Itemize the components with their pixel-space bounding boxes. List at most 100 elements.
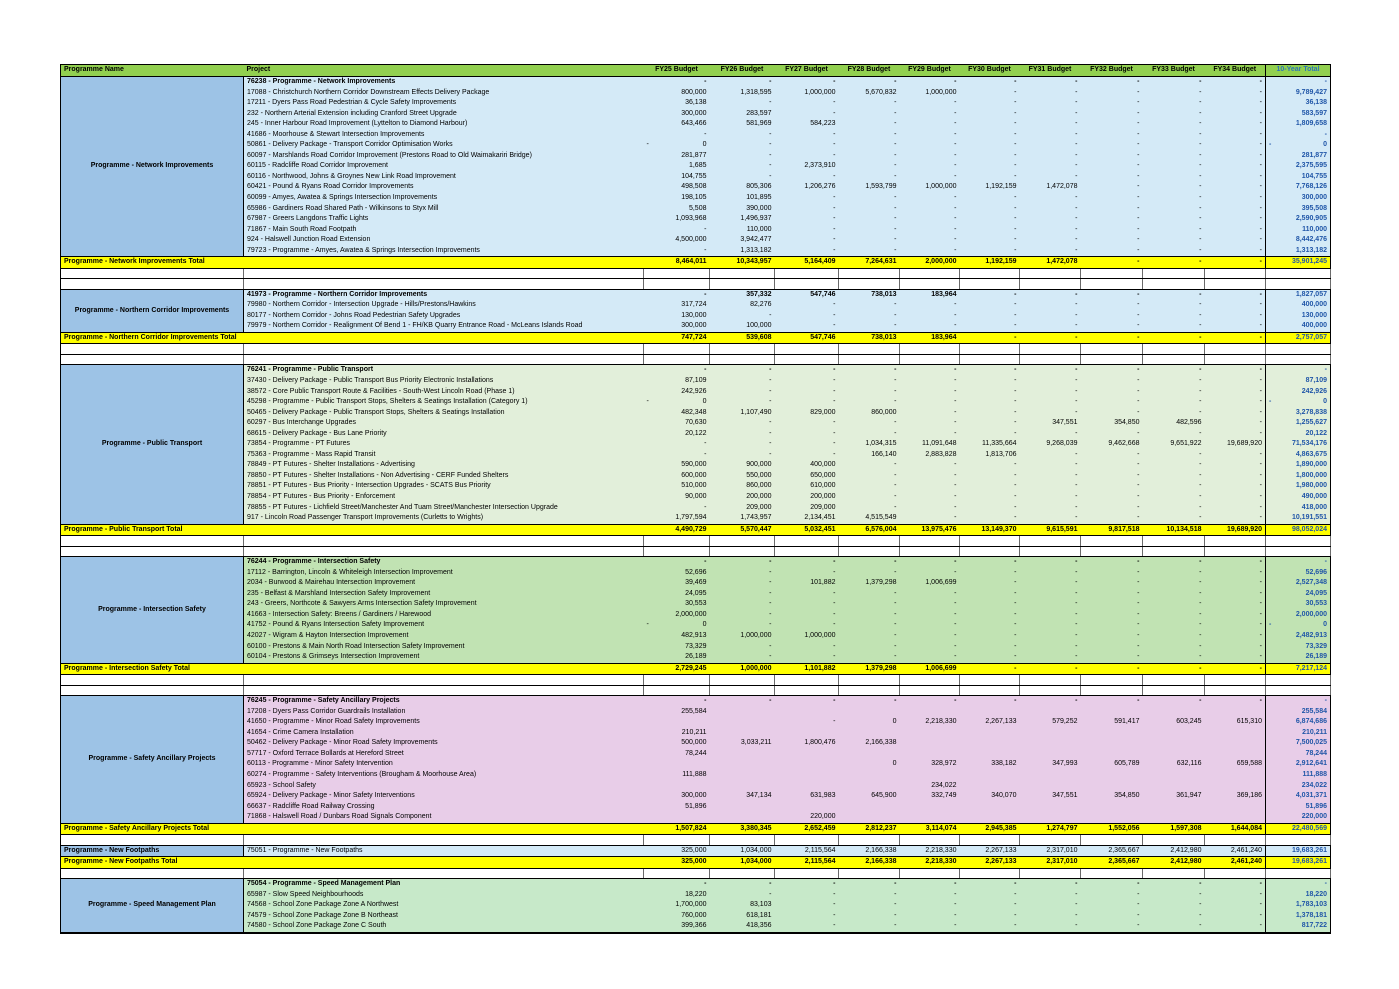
- cell-budget-value[interactable]: -: [1204, 119, 1266, 130]
- cell-budget-value[interactable]: -: [1142, 161, 1205, 172]
- cell-budget-value[interactable]: 2,218,330: [899, 717, 960, 728]
- empty-cell[interactable]: [959, 685, 1020, 697]
- cell-budget-value[interactable]: -: [1142, 641, 1205, 653]
- cell-budget-value[interactable]: 650,000: [774, 470, 839, 482]
- column-header-fy32-budget[interactable]: FY32 Budget: [1080, 64, 1143, 77]
- cell-budget-value[interactable]: -: [1204, 599, 1266, 610]
- column-header-fy31-budget[interactable]: FY31 Budget: [1019, 64, 1081, 77]
- cell-budget-value[interactable]: -: [709, 620, 775, 631]
- empty-cell[interactable]: [1265, 546, 1331, 558]
- cell-budget-value[interactable]: -: [1204, 214, 1266, 225]
- cell-ten-year-total[interactable]: 20,122: [1265, 428, 1331, 440]
- cell-budget-value[interactable]: -: [774, 620, 839, 631]
- cell-budget-value[interactable]: -: [774, 386, 839, 398]
- cell-project[interactable]: 60421 - Pound & Ryans Road Corridor Impr…: [243, 182, 644, 193]
- cell-project[interactable]: 41752 - Pound & Ryans Intersection Safet…: [243, 620, 644, 631]
- cell-budget-value[interactable]: -: [1080, 407, 1143, 419]
- cell-budget-value[interactable]: -: [1142, 192, 1205, 204]
- cell-budget-value[interactable]: 498,508: [643, 182, 710, 193]
- cell-budget-value[interactable]: -: [1019, 119, 1081, 130]
- cell-budget-value[interactable]: -: [1019, 578, 1081, 589]
- cell-budget-value[interactable]: 347,134: [709, 791, 775, 802]
- cell-budget-value[interactable]: 805,306: [709, 182, 775, 193]
- cell-ten-year-total[interactable]: -: [1265, 878, 1331, 890]
- cell-ten-year-total[interactable]: 52,696: [1265, 567, 1331, 579]
- cell-budget-value[interactable]: 1,813,706: [959, 449, 1020, 461]
- cell-budget-value[interactable]: 10,134,518: [1142, 523, 1205, 537]
- cell-budget-value[interactable]: -: [1019, 481, 1081, 492]
- cell-budget-value[interactable]: -: [774, 150, 839, 162]
- cell-budget-value[interactable]: 1,472,078: [1019, 182, 1081, 193]
- cell-project[interactable]: 65987 - Slow Speed Neighbourhoods: [243, 889, 644, 901]
- cell-budget-value[interactable]: -: [1019, 502, 1081, 514]
- cell-budget-value[interactable]: -: [838, 245, 900, 257]
- cell-budget-value[interactable]: 6,576,004: [838, 523, 900, 537]
- empty-cell[interactable]: [1265, 834, 1331, 846]
- cell-budget-value[interactable]: -: [1080, 502, 1143, 514]
- cell-budget-value[interactable]: -: [1142, 662, 1205, 676]
- cell-budget-value[interactable]: 357,332: [709, 289, 775, 301]
- empty-cell[interactable]: [838, 868, 900, 880]
- cell-ten-year-total[interactable]: 1,809,658: [1265, 119, 1331, 130]
- cell-budget-value[interactable]: 584,223: [774, 119, 839, 130]
- cell-ten-year-total[interactable]: 2,000,000: [1265, 609, 1331, 621]
- empty-cell[interactable]: [774, 535, 839, 547]
- empty-cell[interactable]: [643, 674, 710, 686]
- cell-budget-value[interactable]: -: [959, 481, 1020, 492]
- cell-budget-value[interactable]: [899, 727, 960, 739]
- cell-budget-value[interactable]: [1080, 727, 1143, 739]
- cell-ten-year-total[interactable]: -: [1265, 76, 1331, 88]
- cell-budget-value[interactable]: -: [959, 567, 1020, 579]
- cell-budget-value[interactable]: 5,570,447: [709, 523, 775, 537]
- empty-cell[interactable]: [243, 546, 644, 558]
- cell-budget-value[interactable]: -: [1142, 235, 1205, 246]
- cell-budget-value[interactable]: -: [1204, 289, 1266, 301]
- cell-budget-value[interactable]: -: [709, 428, 775, 440]
- cell-budget-value[interactable]: -: [1080, 630, 1143, 642]
- cell-budget-value[interactable]: [1080, 706, 1143, 718]
- empty-cell[interactable]: [1019, 278, 1081, 290]
- cell-budget-value[interactable]: -: [959, 428, 1020, 440]
- cell-budget-value[interactable]: -: [774, 364, 839, 376]
- cell-budget-value[interactable]: -: [709, 588, 775, 600]
- cell-budget-value[interactable]: 1,034,000: [709, 856, 775, 869]
- cell-budget-value[interactable]: -: [1142, 375, 1205, 387]
- cell-budget-value[interactable]: 166,140: [838, 449, 900, 461]
- cell-budget-value[interactable]: [1204, 780, 1266, 792]
- cell-budget-value[interactable]: -: [959, 310, 1020, 322]
- cell-budget-value[interactable]: -: [1204, 492, 1266, 503]
- cell-budget-value[interactable]: 2,945,385: [959, 822, 1020, 836]
- cell-budget-value[interactable]: [959, 727, 1020, 739]
- cell-budget-value[interactable]: 1,313,182: [709, 245, 775, 257]
- cell-budget-value[interactable]: -: [1204, 900, 1266, 911]
- cell-budget-value[interactable]: 800,000: [643, 87, 710, 99]
- cell-budget-value[interactable]: -: [774, 76, 839, 88]
- cell-budget-value[interactable]: [1142, 780, 1205, 792]
- cell-budget-value[interactable]: -: [899, 609, 960, 621]
- empty-cell[interactable]: [1204, 354, 1266, 366]
- cell-budget-value[interactable]: 547,746: [774, 331, 839, 345]
- column-header-fy26-budget[interactable]: FY26 Budget: [709, 64, 775, 77]
- cell-budget-value[interactable]: -: [774, 717, 839, 728]
- cell-budget-value[interactable]: [1204, 738, 1266, 749]
- cell-budget-value[interactable]: -: [1080, 889, 1143, 901]
- cell-project[interactable]: 65924 - Delivery Package - Minor Safety …: [243, 791, 644, 802]
- cell-budget-value[interactable]: -: [838, 321, 900, 333]
- cell-budget-value[interactable]: -: [1080, 150, 1143, 162]
- cell-budget-value[interactable]: -: [959, 889, 1020, 901]
- cell-budget-value[interactable]: -: [838, 502, 900, 514]
- cell-budget-value[interactable]: -: [1204, 641, 1266, 653]
- cell-project[interactable]: 50462 - Delivery Package - Minor Road Sa…: [243, 738, 644, 749]
- cell-ten-year-total[interactable]: 4,031,371: [1265, 791, 1331, 802]
- cell-budget-value[interactable]: -: [1019, 513, 1081, 525]
- cell-budget-value[interactable]: -: [838, 119, 900, 130]
- cell-project[interactable]: 60297 - Bus Interchange Upgrades: [243, 418, 644, 429]
- cell-project[interactable]: 76244 - Programme - Intersection Safety: [243, 556, 644, 568]
- cell-ten-year-total[interactable]: 7,500,025: [1265, 738, 1331, 749]
- cell-budget-value[interactable]: 1,006,699: [899, 578, 960, 589]
- cell-budget-value[interactable]: 209,000: [709, 502, 775, 514]
- cell-budget-value[interactable]: -: [1204, 481, 1266, 492]
- cell-budget-value[interactable]: [899, 812, 960, 824]
- cell-budget-value[interactable]: [959, 769, 1020, 781]
- cell-budget-value[interactable]: -: [1080, 921, 1143, 933]
